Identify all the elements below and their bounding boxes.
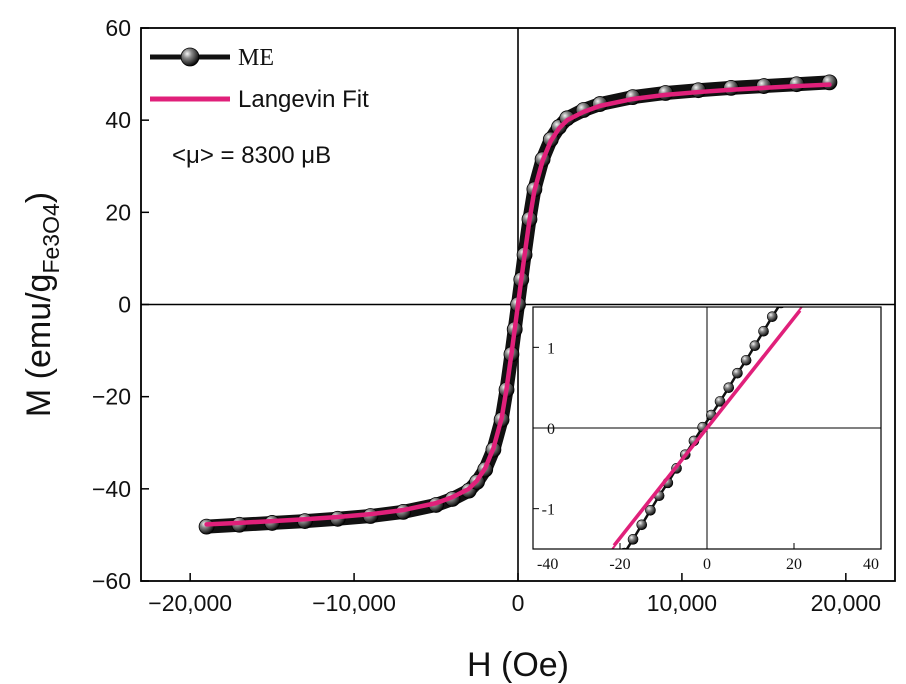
x-axis-title: H (Oe) [467,646,569,684]
x-tick-label: −10,000 [312,590,396,616]
inset-y-tick-label: -1 [542,502,555,519]
y-axis-title-subscript: Fe3O4 [38,203,64,274]
x-tick-label: 0 [512,590,525,616]
inset-series-me-point [645,504,656,516]
moment-annotation: <μ> = 8300 μB [172,142,331,169]
inset-series-me-point [627,534,639,545]
inset-x-tick-label: 20 [786,556,802,573]
main-plot: −20,000 −10,000 0 10,000 20,000 −60 −40 −20 0 20 4… [20,15,896,684]
inset-series-me-point [714,396,726,407]
y-tick-label: 60 [105,15,131,41]
inset-series-me-point [758,325,769,337]
y-tick-label: 20 [105,199,131,225]
inset-plot: -40 -20 0 20 40 -1 0 1 [532,306,882,573]
series-me-point [198,518,215,535]
inset-x-tick-label: -20 [609,556,630,573]
y-tick-label: −40 [92,476,131,502]
inset-x-tick-label: -40 [537,556,558,573]
inset-series-me-point [749,340,761,352]
x-tick-label: −20,000 [148,590,232,616]
y-tick-label: −20 [92,384,131,410]
inset-y-tick-label: 0 [547,421,555,438]
inset-series-langevin-line [612,307,803,546]
legend: ME Langevin Fit <μ> = 8300 μB [150,45,369,169]
inset-series-me-point [636,519,648,531]
y-tick-label: −60 [92,568,131,594]
legend-me-swatch-marker [180,47,200,67]
y-axis-title-main: M (emu/g [20,274,58,418]
inset-series-me-point [740,354,752,366]
y-tick-label: 40 [105,107,131,133]
series-me-point [821,74,838,91]
legend-langevin-label: Langevin Fit [238,86,369,113]
inset-series-me-point [766,311,778,322]
inset-x-tick-label: 0 [703,556,711,573]
inset-series-me-point [723,382,735,393]
inset-series-langevin-line [611,310,802,549]
inset-series-me-point [732,367,743,379]
y-axis-title-close: ) [20,192,58,203]
series-langevin-fit-line [204,82,832,527]
legend-me-label: ME [238,45,274,71]
inset-y-tick-label: 1 [547,340,555,357]
x-tick-label: 20,000 [811,590,881,616]
x-tick-label: 10,000 [647,590,717,616]
inset-x-tick-label: 40 [863,556,879,573]
y-tick-label: 0 [118,292,131,318]
y-axis-title: M (emu/gFe3O4) [20,192,64,417]
